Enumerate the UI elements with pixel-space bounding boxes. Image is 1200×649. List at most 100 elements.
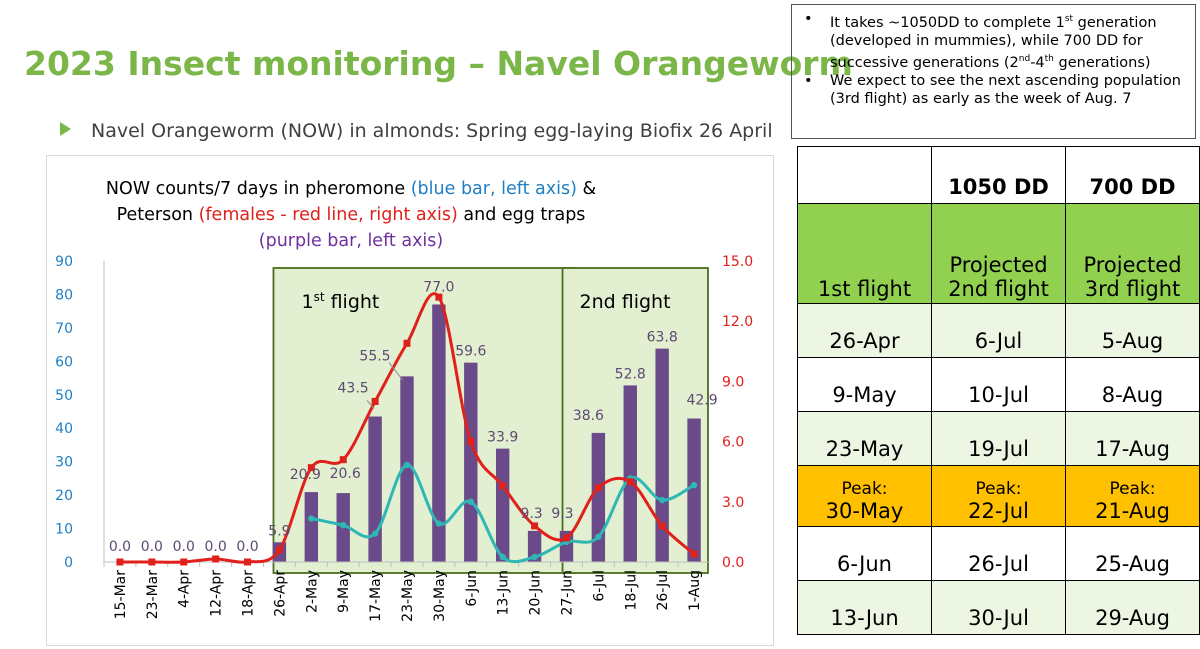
- table-row: 9-May 10-Jul 8-Aug: [797, 357, 1200, 412]
- chart-title-segment: and egg traps: [458, 205, 586, 225]
- data-label: 55.5: [359, 348, 390, 364]
- data-bar: [623, 385, 637, 562]
- data-label: 77.0: [423, 279, 454, 295]
- table-cell: 17-Aug: [1065, 411, 1200, 466]
- x-axis-tick-label: 23-Mar: [145, 570, 161, 620]
- data-point-red: [594, 484, 602, 492]
- table-row: 6-Jun 26-Jul 25-Aug: [797, 526, 1200, 581]
- table-cell: 13-Jun: [797, 580, 932, 635]
- table-row: 26-Apr 6-Jul 5-Aug: [797, 303, 1200, 358]
- data-bar: [400, 376, 414, 562]
- x-axis-tick-label: 30-May: [432, 570, 448, 622]
- data-label: 0.0: [141, 539, 163, 555]
- x-axis-tick-label: 17-May: [368, 570, 384, 622]
- chart-title-segment: (purple bar, left axis): [259, 231, 443, 251]
- data-label: 20.6: [330, 466, 361, 482]
- left-axis-tick-label: 30: [55, 455, 73, 471]
- data-point-teal: [499, 553, 506, 561]
- chart-title-segment: NOW counts/7 days in pheromone: [106, 179, 411, 199]
- data-point-red: [307, 464, 315, 472]
- x-axis-tick-label: 26-Jul: [655, 570, 671, 611]
- table-cell: 29-Aug: [1065, 580, 1200, 635]
- data-label: 5.9: [268, 523, 290, 539]
- left-axis-tick-label: 10: [55, 522, 73, 538]
- data-bar: [527, 530, 542, 562]
- left-axis-tick-label: 70: [55, 321, 73, 337]
- x-axis-tick-label: 27-Jun: [559, 570, 575, 616]
- table-cell: 19-Jul: [931, 411, 1066, 466]
- data-point-red: [403, 339, 411, 347]
- data-point-red: [244, 558, 252, 566]
- table-cell: 5-Aug: [1065, 303, 1200, 358]
- notes-box: It takes ~1050DD to complete 1st generat…: [791, 4, 1196, 139]
- x-axis-tick-label: 23-May: [400, 570, 416, 622]
- table-cell: 1st flight: [797, 203, 932, 304]
- chart-title-segment: &: [577, 179, 597, 199]
- projection-table: 1050 DD 700 DD 1st flight Projected 2nd …: [797, 146, 1200, 635]
- data-point-teal: [690, 481, 698, 489]
- data-point-red: [275, 546, 283, 554]
- left-axis-tick-label: 50: [55, 388, 73, 404]
- right-axis-tick-label: 3.0: [722, 495, 744, 511]
- chart-title-segment: (blue bar, left axis): [411, 179, 577, 199]
- data-label: 43.5: [338, 381, 369, 397]
- page-title: 2023 Insect monitoring – Navel Orangewor…: [24, 44, 853, 83]
- data-bar: [432, 304, 446, 562]
- data-label: 52.8: [615, 366, 646, 382]
- bullet-triangle-icon: [60, 122, 71, 136]
- data-bar: [464, 362, 478, 562]
- chart-panel: NOW counts/7 days in pheromone (blue bar…: [46, 155, 774, 646]
- table-row: 13-Jun 30-Jul 29-Aug: [797, 580, 1200, 635]
- data-label: 33.9: [487, 430, 518, 446]
- data-point-teal: [658, 496, 666, 504]
- table-cell: 23-May: [797, 411, 932, 466]
- right-axis-tick-label: 0.0: [722, 555, 744, 571]
- table-cell: 8-Aug: [1065, 357, 1200, 412]
- data-point-red: [435, 293, 443, 301]
- table-cell: 6-Jun: [797, 526, 932, 581]
- chart-title-line: Peterson (females - red line, right axis…: [117, 205, 586, 225]
- data-label: 0.0: [204, 539, 226, 555]
- data-point-red: [180, 558, 188, 566]
- data-label: 9.3: [551, 506, 573, 522]
- table-header-cell: 700 DD: [1065, 146, 1200, 204]
- data-point-teal: [371, 530, 379, 537]
- left-axis-tick-label: 20: [55, 488, 73, 504]
- table-header-row: 1050 DD 700 DD: [797, 146, 1200, 204]
- data-point-red: [116, 558, 124, 566]
- data-label: 59.6: [455, 344, 486, 360]
- table-flight-row: 1st flight Projected 2nd flight Projecte…: [797, 203, 1200, 304]
- data-label: 9.3: [520, 506, 542, 522]
- note-item: We expect to see the next ascending popu…: [800, 72, 1187, 108]
- data-label: 20.9: [290, 467, 321, 483]
- data-point-teal: [403, 461, 411, 469]
- x-axis-tick-label: 18-Jul: [623, 570, 639, 611]
- data-bar: [495, 448, 510, 562]
- data-label-leader: [366, 400, 375, 409]
- data-point-red: [212, 555, 220, 563]
- x-axis-tick-label: 18-Apr: [241, 570, 257, 617]
- x-axis-tick-label: 2-May: [304, 570, 320, 613]
- x-axis-tick-label: 9-May: [336, 570, 352, 613]
- right-axis-tick-label: 12.0: [722, 314, 753, 330]
- data-label-leader: [388, 362, 404, 381]
- table-cell: Peak: 30-May: [797, 465, 932, 527]
- table-cell: 10-Jul: [931, 357, 1066, 412]
- table-cell: 9-May: [797, 357, 932, 412]
- left-axis-tick-label: 0: [64, 555, 73, 571]
- left-axis-tick-label: 80: [55, 287, 73, 303]
- flight-region: [272, 267, 576, 574]
- data-point-red: [467, 438, 475, 446]
- data-label: 0.0: [236, 539, 258, 555]
- chart-title-segment: Peterson: [117, 205, 199, 225]
- flight-region-label: 2nd flight: [580, 291, 671, 313]
- data-label: 38.6: [573, 408, 604, 424]
- table-cell: Peak: 21-Aug: [1065, 465, 1200, 527]
- data-label: 0.0: [109, 539, 131, 555]
- data-point-red: [531, 522, 539, 530]
- chart-title-line: NOW counts/7 days in pheromone (blue bar…: [106, 179, 597, 199]
- right-axis-tick-label: 9.0: [722, 374, 744, 390]
- table-cell: 26-Jul: [931, 526, 1066, 581]
- data-point-red: [562, 534, 570, 542]
- table-cell: Peak: 22-Jul: [931, 465, 1066, 527]
